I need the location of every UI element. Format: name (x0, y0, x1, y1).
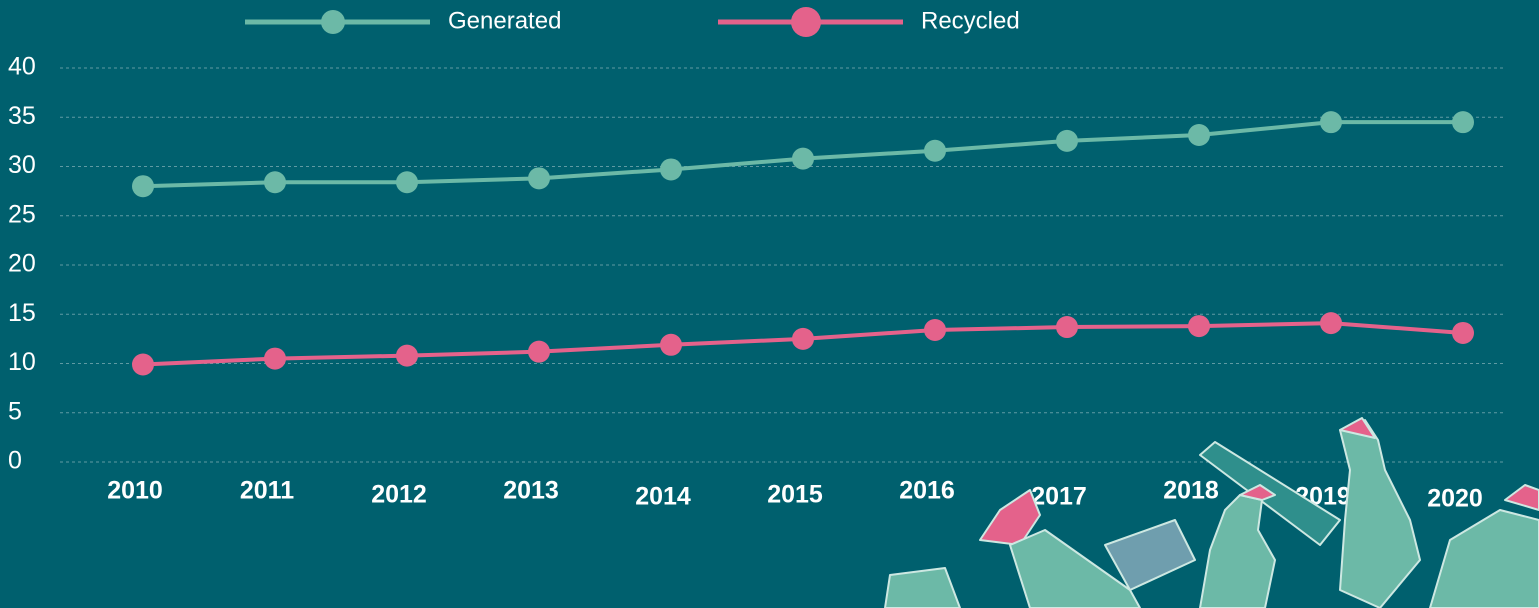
data-point (264, 171, 286, 193)
data-point (924, 319, 946, 341)
data-point (792, 328, 814, 350)
data-point (660, 158, 682, 180)
data-point (132, 353, 154, 375)
x-tick-label: 2014 (635, 483, 691, 511)
data-point (396, 171, 418, 193)
x-tick-label: 2020 (1427, 485, 1483, 513)
x-tick-label: 2018 (1163, 477, 1219, 505)
x-tick-label: 2012 (371, 481, 427, 509)
data-point (528, 341, 550, 363)
data-point (1188, 315, 1210, 337)
x-tick-label: 2016 (899, 477, 955, 505)
y-tick-label: 15 (8, 299, 36, 327)
x-tick-label: 2017 (1031, 483, 1087, 511)
data-point (1452, 111, 1474, 133)
y-tick-label: 0 (8, 447, 22, 475)
data-point (924, 140, 946, 162)
y-tick-label: 30 (8, 151, 36, 179)
data-point (1320, 111, 1342, 133)
y-tick-label: 20 (8, 250, 36, 278)
chart: 0 5 10 15 20 25 30 35 40 2010 2011 2012 2013 2014 2015… (0, 0, 1539, 608)
data-point (132, 175, 154, 197)
data-point (528, 167, 550, 189)
y-tick-label: 40 (8, 53, 36, 81)
legend-marker (791, 7, 821, 37)
data-point (396, 345, 418, 367)
data-point (1452, 322, 1474, 344)
x-tick-label: 2013 (503, 477, 559, 505)
data-point (660, 334, 682, 356)
data-point (792, 148, 814, 170)
x-tick-label: 2010 (107, 477, 163, 505)
y-tick-label: 5 (8, 397, 22, 425)
y-tick-label: 10 (8, 348, 36, 376)
legend-marker (321, 10, 345, 34)
data-point (1188, 124, 1210, 146)
data-point (264, 348, 286, 370)
data-point (1320, 312, 1342, 334)
x-tick-label: 2011 (240, 477, 294, 505)
x-tick-label: 2015 (767, 481, 823, 509)
data-point (1056, 130, 1078, 152)
data-point (1056, 316, 1078, 338)
y-tick-label: 25 (8, 200, 36, 228)
y-tick-label: 35 (8, 102, 36, 130)
legend-label: Generated (448, 7, 561, 34)
legend-label: Recycled (921, 7, 1020, 34)
